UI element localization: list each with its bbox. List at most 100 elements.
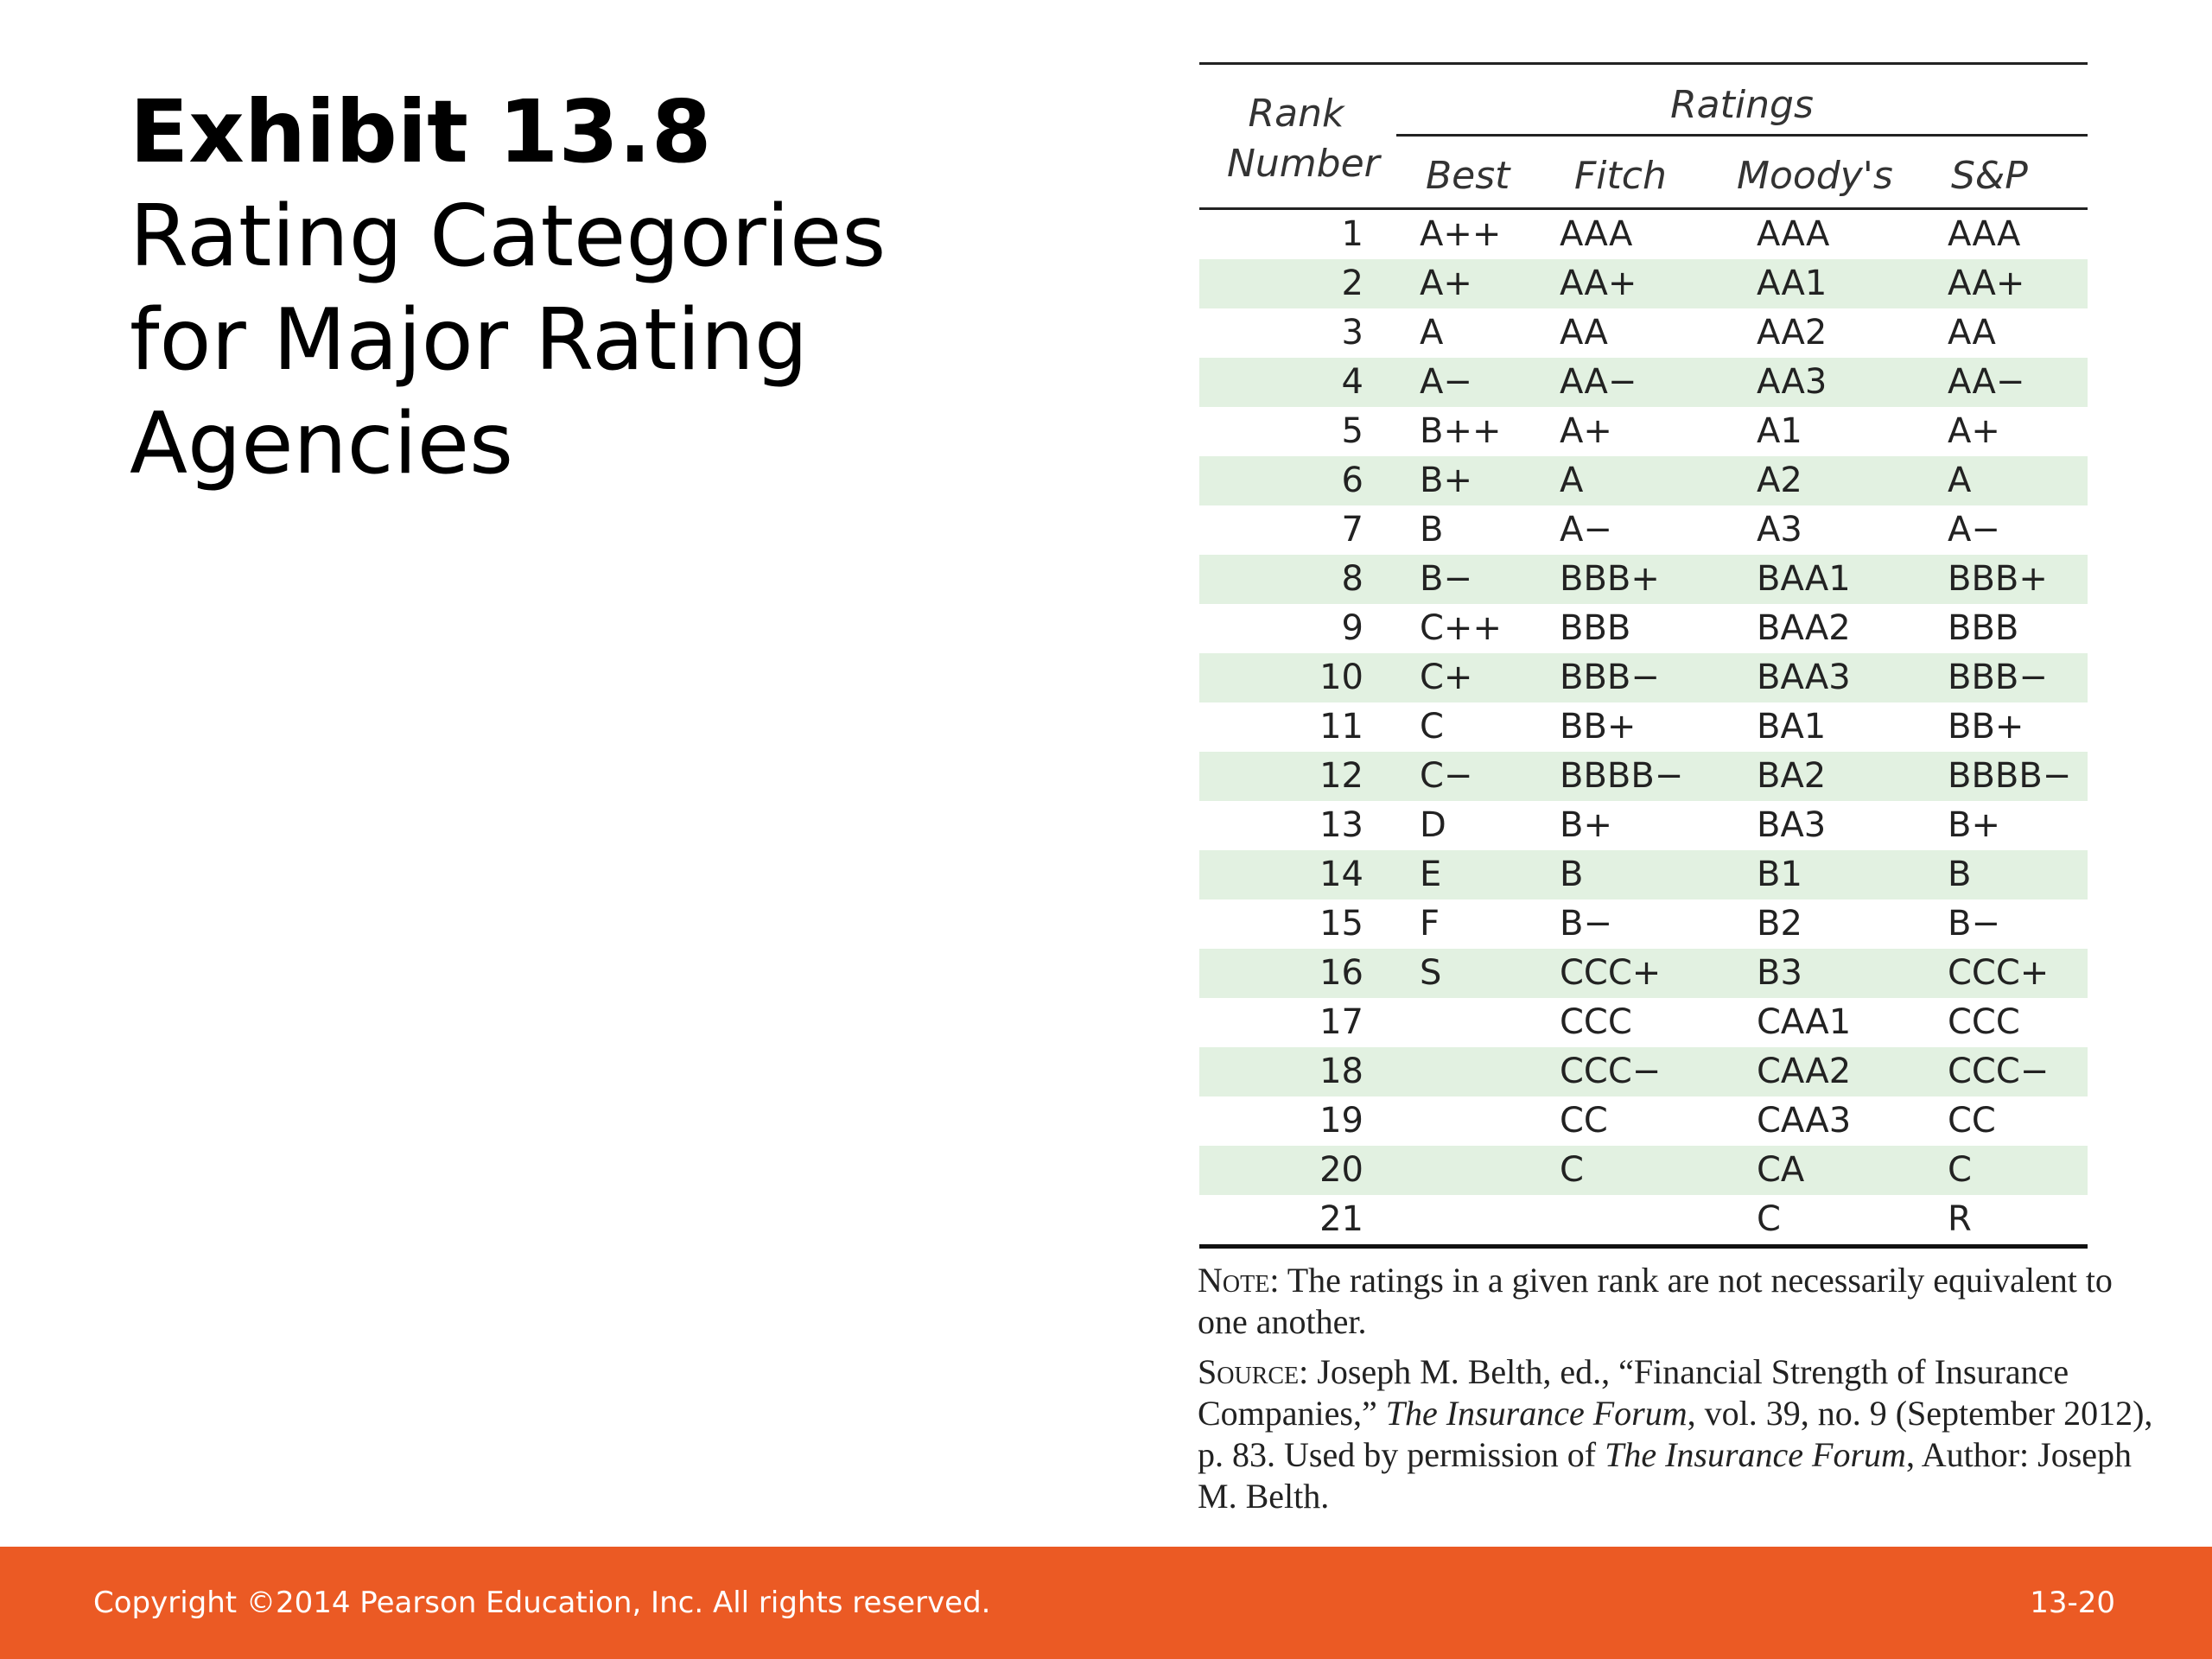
source-paragraph: Source: Joseph M. Belth, ed., “Financial… [1198, 1351, 2157, 1517]
table-row: 19 CC CAA3 CC [1199, 1096, 2088, 1146]
moodys-cell: AA3 [1757, 362, 1827, 402]
fitch-cell: BB+ [1560, 707, 1637, 747]
rank-cell: 10 [1319, 658, 1363, 697]
moodys-cell: C [1757, 1199, 1781, 1239]
rank-cell: 3 [1341, 313, 1363, 353]
best-cell: S [1420, 953, 1442, 993]
table-row: 8 B− BBB+ BAA1 BBB+ [1199, 555, 2088, 604]
sp-cell: BBB [1948, 608, 2019, 648]
rank-cell: 19 [1319, 1101, 1363, 1141]
best-cell: C++ [1420, 608, 1502, 648]
sp-cell: CC [1948, 1101, 1996, 1141]
rank-cell: 1 [1341, 214, 1363, 254]
moodys-cell: BA1 [1757, 707, 1827, 747]
table-row: 14 E B B1 B [1199, 850, 2088, 899]
table-row: 5 B++ A+ A1 A+ [1199, 407, 2088, 456]
moodys-cell: AA1 [1757, 264, 1827, 303]
sp-cell: A [1948, 461, 1972, 500]
moodys-cell: B3 [1757, 953, 1802, 993]
best-cell: B+ [1420, 461, 1472, 500]
table-row: 9 C++ BBB BAA2 BBB [1199, 604, 2088, 653]
sp-cell: CCC+ [1948, 953, 2050, 993]
table-row: 21 C R [1199, 1195, 2088, 1244]
note-label: Note [1198, 1261, 1270, 1300]
rank-cell: 21 [1319, 1199, 1363, 1239]
moodys-cell: CAA3 [1757, 1101, 1852, 1141]
best-cell: B [1420, 510, 1444, 550]
best-cell: C− [1420, 756, 1473, 796]
moodys-cell: A3 [1757, 510, 1802, 550]
fitch-cell: CCC [1560, 1002, 1632, 1042]
best-cell: A− [1420, 362, 1472, 402]
source-label: Source [1198, 1352, 1300, 1391]
column-header-fitch: Fitch [1574, 154, 1667, 198]
moodys-cell: A1 [1757, 411, 1802, 451]
rank-cell: 18 [1319, 1052, 1363, 1091]
sp-cell: CCC− [1948, 1052, 2050, 1091]
table-row: 11 C BB+ BA1 BB+ [1199, 702, 2088, 752]
rank-cell: 6 [1341, 461, 1363, 500]
rank-cell: 14 [1319, 855, 1363, 894]
sp-cell: BBB− [1948, 658, 2048, 697]
fitch-cell: CCC− [1560, 1052, 1662, 1091]
column-header-sp: S&P [1951, 154, 2028, 198]
best-cell: A++ [1420, 214, 1502, 254]
fitch-cell: B+ [1560, 805, 1612, 845]
sp-cell: AA− [1948, 362, 2025, 402]
table-body: 1 A++ AAA AAA AAA 2 A+ AA+ AA1 AA+ 3 A AA AA2 AA 4 A−… [1199, 210, 2088, 1244]
ratings-group-rule [1396, 134, 2088, 137]
sp-cell: A− [1948, 510, 2000, 550]
moodys-cell: AA2 [1757, 313, 1827, 353]
table-row: 18 CCC− CAA2 CCC− [1199, 1047, 2088, 1096]
rank-cell: 8 [1341, 559, 1363, 599]
rank-cell: 9 [1341, 608, 1363, 648]
table-notes: Note: The ratings in a given rank are no… [1198, 1260, 2157, 1526]
sp-cell: CCC [1948, 1002, 2020, 1042]
sp-cell: B− [1948, 904, 2000, 944]
note-paragraph: Note: The ratings in a given rank are no… [1198, 1260, 2157, 1343]
source-publication-1: The Insurance Forum [1385, 1394, 1688, 1433]
moodys-cell: AAA [1757, 214, 1830, 254]
fitch-cell: BBB [1560, 608, 1631, 648]
table-top-rule [1199, 62, 2088, 65]
table-row: 6 B+ A A2 A [1199, 456, 2088, 505]
table-row: 20 C CA C [1199, 1146, 2088, 1195]
sp-cell: BB+ [1948, 707, 2024, 747]
fitch-cell: AA+ [1560, 264, 1637, 303]
source-text-3: , Author: Joseph M. Belth. [1198, 1435, 2133, 1516]
best-cell: C [1420, 707, 1444, 747]
best-cell: A [1420, 313, 1444, 353]
fitch-cell: BBB+ [1560, 559, 1660, 599]
sp-cell: C [1948, 1150, 1972, 1190]
footer-bar: Copyright ©2014 Pearson Education, Inc. … [0, 1547, 2212, 1659]
fitch-cell: AA [1560, 313, 1608, 353]
copyright-text: Copyright ©2014 Pearson Education, Inc. … [93, 1586, 991, 1620]
rank-cell: 4 [1341, 362, 1363, 402]
best-cell: A+ [1420, 264, 1472, 303]
source-text-1: : Joseph M. Belth, ed., “Financial Stren… [1198, 1352, 2069, 1433]
best-cell: F [1420, 904, 1440, 944]
best-cell: B− [1420, 559, 1472, 599]
exhibit-title: Rating Categories for Major Rating Agenc… [130, 188, 887, 493]
sp-cell: AA+ [1948, 264, 2025, 303]
moodys-cell: CAA1 [1757, 1002, 1852, 1042]
rank-number-header: Rank Number [1199, 89, 1393, 189]
moodys-cell: BA2 [1757, 756, 1827, 796]
best-cell: C+ [1420, 658, 1473, 697]
sp-cell: BBBB− [1948, 756, 2072, 796]
moodys-cell: BAA3 [1757, 658, 1851, 697]
table-row: 13 D B+ BA3 B+ [1199, 801, 2088, 850]
sp-cell: BBB+ [1948, 559, 2048, 599]
source-publication-2: The Insurance Forum [1605, 1435, 1906, 1474]
rank-cell: 12 [1319, 756, 1363, 796]
sp-cell: AAA [1948, 214, 2021, 254]
rank-cell: 5 [1341, 411, 1363, 451]
table-row: 3 A AA AA2 AA [1199, 308, 2088, 358]
best-cell: E [1420, 855, 1442, 894]
column-header-best: Best [1426, 154, 1510, 198]
rank-cell: 16 [1319, 953, 1363, 993]
rank-cell: 11 [1319, 707, 1363, 747]
table-bottom-rule [1199, 1244, 2088, 1249]
fitch-cell: AAA [1560, 214, 1633, 254]
